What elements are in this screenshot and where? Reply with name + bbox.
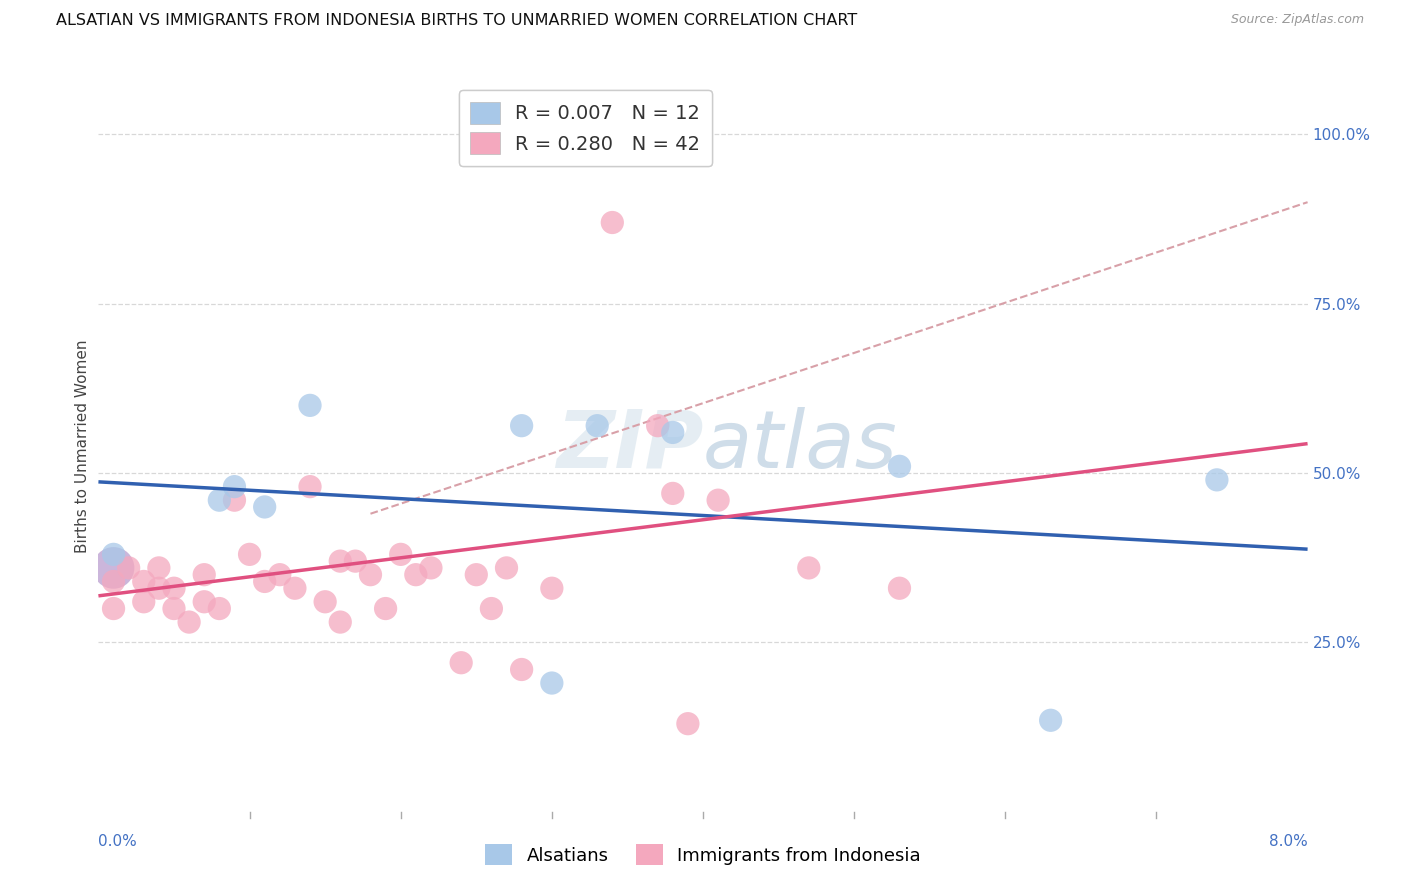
Point bbox=[299, 398, 322, 412]
Point bbox=[662, 486, 685, 500]
Point bbox=[662, 425, 685, 440]
Point bbox=[541, 581, 564, 595]
Text: ALSATIAN VS IMMIGRANTS FROM INDONESIA BIRTHS TO UNMARRIED WOMEN CORRELATION CHAR: ALSATIAN VS IMMIGRANTS FROM INDONESIA BI… bbox=[56, 13, 858, 29]
Text: Source: ZipAtlas.com: Source: ZipAtlas.com bbox=[1230, 13, 1364, 27]
Point bbox=[1039, 714, 1062, 728]
Point bbox=[118, 561, 141, 575]
Point bbox=[299, 480, 322, 494]
Point bbox=[314, 595, 336, 609]
Point bbox=[707, 493, 730, 508]
Point bbox=[405, 567, 427, 582]
Point bbox=[465, 567, 488, 582]
Point bbox=[208, 493, 231, 508]
Point bbox=[163, 601, 186, 615]
Point bbox=[193, 567, 215, 582]
Point bbox=[208, 601, 231, 615]
Point bbox=[103, 547, 125, 561]
Point bbox=[889, 459, 911, 474]
Point bbox=[344, 554, 367, 568]
Point bbox=[179, 615, 201, 629]
Point bbox=[541, 676, 564, 690]
Point bbox=[510, 418, 533, 433]
Point bbox=[193, 595, 215, 609]
Point bbox=[1206, 473, 1229, 487]
Point bbox=[224, 493, 246, 508]
Point bbox=[647, 418, 669, 433]
Point bbox=[374, 601, 396, 615]
Point bbox=[103, 574, 125, 589]
Text: ZIP: ZIP bbox=[555, 407, 703, 485]
Point bbox=[269, 567, 291, 582]
Text: atlas: atlas bbox=[703, 407, 898, 485]
Point bbox=[132, 574, 155, 589]
Point bbox=[420, 561, 443, 575]
Point bbox=[329, 615, 352, 629]
Point bbox=[239, 547, 262, 561]
Point bbox=[676, 716, 699, 731]
Point bbox=[224, 480, 246, 494]
Point bbox=[602, 215, 624, 229]
Legend: Alsatians, Immigrants from Indonesia: Alsatians, Immigrants from Indonesia bbox=[477, 835, 929, 874]
Point bbox=[253, 574, 276, 589]
Point bbox=[510, 663, 533, 677]
Point bbox=[889, 581, 911, 595]
Point bbox=[103, 601, 125, 615]
Y-axis label: Births to Unmarried Women: Births to Unmarried Women bbox=[75, 339, 90, 553]
Point bbox=[797, 561, 820, 575]
Point bbox=[103, 561, 125, 575]
Point bbox=[253, 500, 276, 514]
Point bbox=[163, 581, 186, 595]
Point bbox=[450, 656, 472, 670]
Point bbox=[495, 561, 517, 575]
Legend: R = 0.007   N = 12, R = 0.280   N = 42: R = 0.007 N = 12, R = 0.280 N = 42 bbox=[458, 90, 711, 166]
Text: 0.0%: 0.0% bbox=[98, 834, 138, 849]
Point bbox=[148, 581, 170, 595]
Point bbox=[586, 418, 609, 433]
Point bbox=[329, 554, 352, 568]
Point bbox=[571, 148, 593, 162]
Point bbox=[284, 581, 307, 595]
Point bbox=[148, 561, 170, 575]
Point bbox=[360, 567, 382, 582]
Point bbox=[389, 547, 412, 561]
Point bbox=[481, 601, 503, 615]
Point bbox=[132, 595, 155, 609]
Text: 8.0%: 8.0% bbox=[1268, 834, 1308, 849]
